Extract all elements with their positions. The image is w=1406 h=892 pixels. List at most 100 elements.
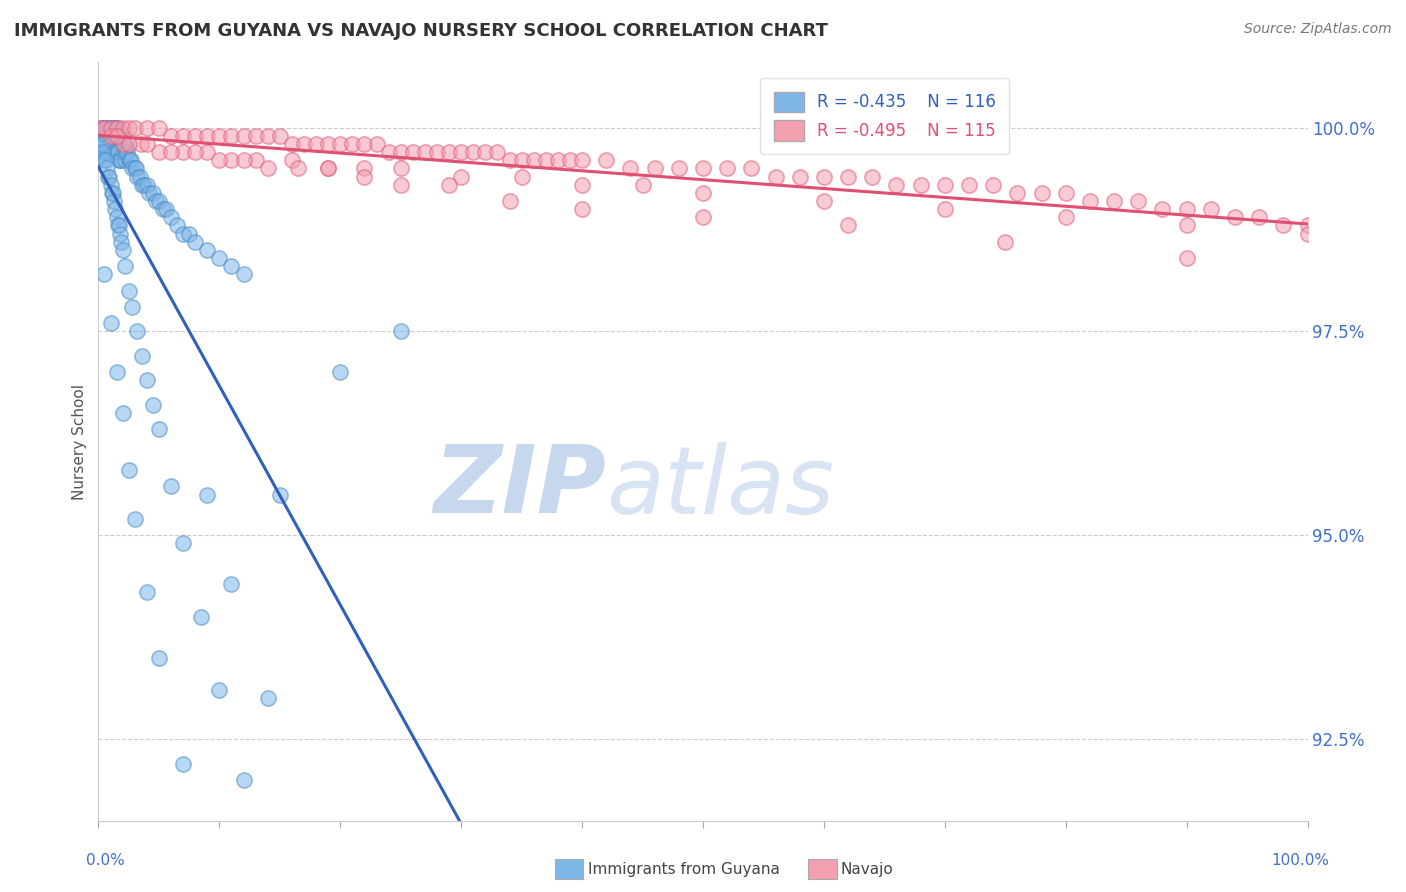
Point <box>486 145 509 160</box>
Point <box>571 153 593 168</box>
Point <box>184 145 207 160</box>
Point <box>105 145 128 160</box>
Point <box>1054 186 1077 200</box>
Point <box>98 136 121 151</box>
Point <box>125 161 148 176</box>
Point <box>131 349 153 363</box>
Point <box>101 136 124 151</box>
Point <box>860 169 883 184</box>
Point <box>100 136 122 151</box>
Point <box>1249 211 1271 225</box>
Point <box>135 373 157 387</box>
Point <box>111 136 134 151</box>
Point <box>644 161 666 176</box>
Point <box>97 120 120 135</box>
Point <box>547 153 569 168</box>
Point <box>316 136 339 151</box>
Point <box>305 136 328 151</box>
Point <box>221 577 243 591</box>
Point <box>1128 194 1150 208</box>
Point <box>668 161 690 176</box>
Point <box>1272 219 1295 233</box>
Point <box>463 145 485 160</box>
Point <box>118 153 141 168</box>
Point <box>114 259 136 273</box>
Point <box>208 683 231 698</box>
Point <box>105 365 128 379</box>
Point <box>179 227 201 241</box>
Point <box>148 422 170 436</box>
Point <box>765 169 787 184</box>
Point <box>101 186 124 200</box>
Point <box>256 691 278 706</box>
Point <box>100 186 122 200</box>
Point <box>329 365 352 379</box>
Point <box>93 120 115 135</box>
Point <box>103 120 125 135</box>
Point <box>474 145 496 160</box>
Point <box>104 120 127 135</box>
Point <box>100 120 122 135</box>
Point <box>450 169 472 184</box>
Point <box>523 153 546 168</box>
Point <box>510 169 533 184</box>
Point <box>90 120 112 135</box>
Point <box>124 512 146 526</box>
Point <box>619 161 641 176</box>
Point <box>129 136 152 151</box>
Point <box>166 219 188 233</box>
Point <box>111 136 134 151</box>
Point <box>121 300 143 314</box>
Point <box>837 169 859 184</box>
Point <box>105 211 128 225</box>
Point <box>1054 211 1077 225</box>
Point <box>96 161 118 176</box>
Point <box>1199 202 1222 217</box>
Point <box>377 145 399 160</box>
Point <box>100 120 122 135</box>
Point <box>152 202 174 217</box>
Point <box>287 161 309 176</box>
Point <box>120 153 142 168</box>
Legend: R = -0.435    N = 116, R = -0.495    N = 115: R = -0.435 N = 116, R = -0.495 N = 115 <box>761 78 1010 154</box>
Point <box>558 153 581 168</box>
Point <box>111 406 134 420</box>
Point <box>127 169 149 184</box>
Point <box>94 145 117 160</box>
Point <box>100 120 122 135</box>
Point <box>813 169 835 184</box>
Point <box>172 227 194 241</box>
Point <box>837 219 859 233</box>
Point <box>269 487 291 501</box>
Point <box>389 325 412 339</box>
Point <box>108 219 131 233</box>
Point <box>107 120 129 135</box>
Point <box>135 136 157 151</box>
Point <box>1102 194 1125 208</box>
Point <box>1296 227 1319 241</box>
Point <box>1223 211 1246 225</box>
Point <box>121 161 143 176</box>
Point <box>437 145 460 160</box>
Point <box>91 145 114 160</box>
Point <box>124 161 146 176</box>
Point <box>91 120 114 135</box>
Point <box>329 136 352 151</box>
Point <box>195 145 218 160</box>
Point <box>100 316 122 330</box>
Point <box>353 136 375 151</box>
Point <box>96 120 118 135</box>
Point <box>1296 219 1319 233</box>
Point <box>195 487 218 501</box>
Point <box>292 136 315 151</box>
Point <box>740 161 762 176</box>
Point <box>232 153 254 168</box>
Point <box>93 153 115 168</box>
Point <box>145 194 167 208</box>
Point <box>281 136 304 151</box>
Point <box>111 243 134 257</box>
Point <box>128 169 150 184</box>
Point <box>93 120 115 135</box>
Point <box>93 268 115 282</box>
Point <box>155 202 177 217</box>
